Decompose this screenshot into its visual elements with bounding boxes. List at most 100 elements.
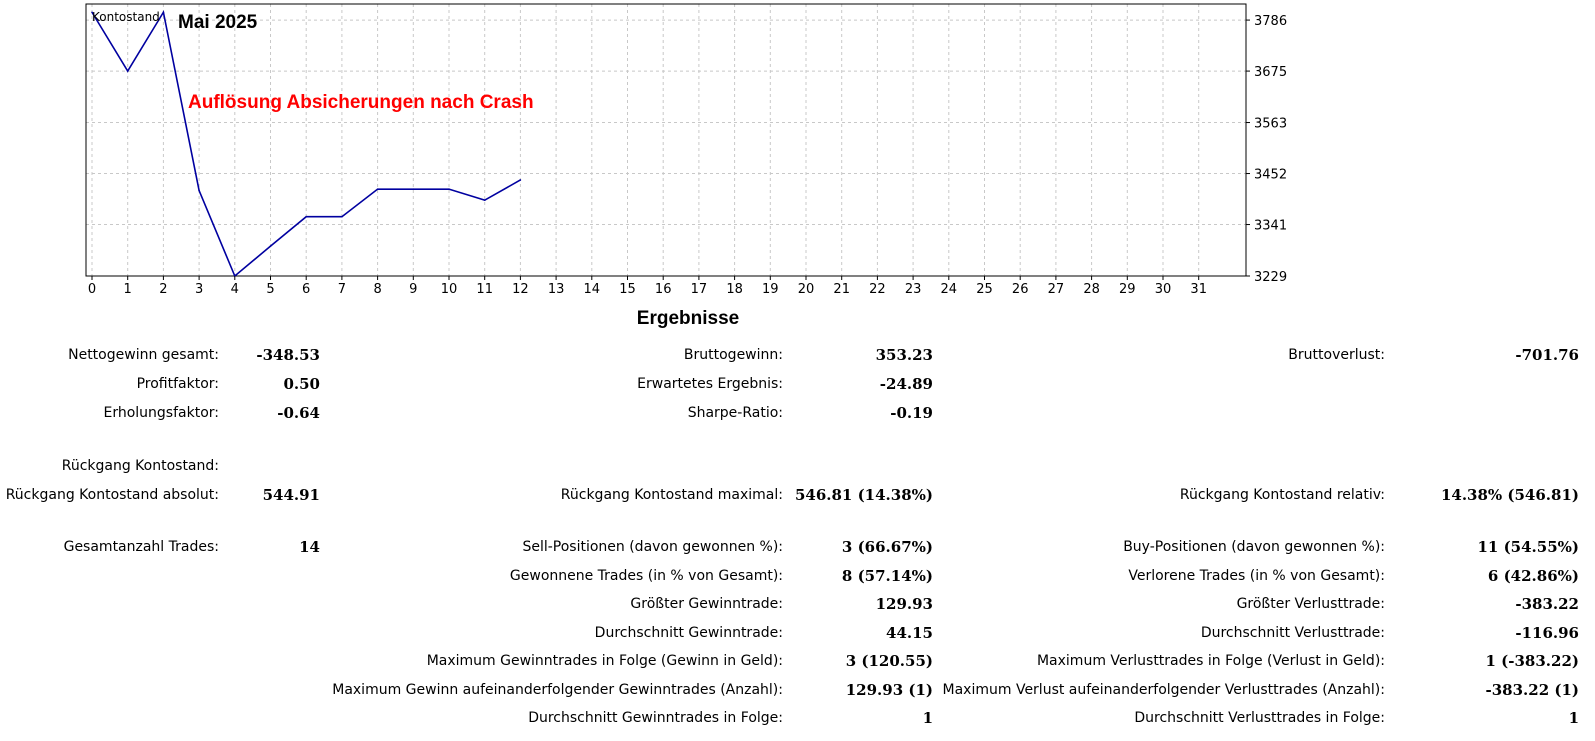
drawdown-relative-label: Rückgang Kontostand relativ: xyxy=(1179,487,1385,503)
x-tick-label: 21 xyxy=(833,282,850,297)
data-point xyxy=(126,70,129,72)
x-tick-label: 7 xyxy=(338,282,346,297)
max-consecutive-wins-value: 3 (120.55) xyxy=(845,652,933,670)
gross-profit-value: 353.23 xyxy=(875,346,933,364)
gross-loss-value: -701.76 xyxy=(1515,346,1579,364)
x-tick-label: 5 xyxy=(266,282,274,297)
data-point xyxy=(483,199,486,201)
drawdown-absolute-label: Rückgang Kontostand absolut: xyxy=(5,487,219,503)
x-tick-label: 11 xyxy=(476,282,493,297)
buy-positions-label: Buy-Positionen (davon gewonnen %): xyxy=(1123,539,1385,555)
gross-loss-label: Bruttoverlust: xyxy=(1288,347,1385,363)
avg-consecutive-wins-value: 1 xyxy=(922,709,933,727)
largest-loss-label: Größter Verlusttrade: xyxy=(1236,596,1385,612)
max-consecutive-wins-label: Maximum Gewinntrades in Folge (Gewinn in… xyxy=(426,653,783,669)
x-tick-label: 29 xyxy=(1119,282,1136,297)
y-tick-label: 3229 xyxy=(1254,270,1287,285)
x-tick-label: 4 xyxy=(231,282,239,297)
lost-trades-value: 6 (42.86%) xyxy=(1487,567,1579,585)
sell-positions-value: 3 (66.67%) xyxy=(841,538,933,556)
balance-chart: 0 1 2 3 4 5 6 7 8 9 10 11 12 13 14 15 16 17 18 19 20 21 22 23 24… xyxy=(85,3,1287,297)
buy-positions-value: 11 (54.55%) xyxy=(1477,538,1579,556)
avg-consecutive-losses-label: Durchschnitt Verlusttrades in Folge: xyxy=(1134,710,1385,726)
profit-factor-value: 0.50 xyxy=(283,375,320,393)
data-point xyxy=(412,188,415,190)
largest-loss-value: -383.22 xyxy=(1515,595,1579,613)
average-win-value: 44.15 xyxy=(886,624,933,642)
x-tick-label: 12 xyxy=(512,282,529,297)
largest-win-value: 129.93 xyxy=(875,595,933,613)
max-consecutive-losses-label: Maximum Verlusttrades in Folge (Verlust … xyxy=(1036,653,1385,669)
expected-payoff-value: -24.89 xyxy=(879,375,933,393)
x-tick-label: 8 xyxy=(373,282,381,297)
drawdown-header-label: Rückgang Kontostand: xyxy=(61,458,219,474)
x-tick-label: 1 xyxy=(124,282,132,297)
net-profit-label: Nettogewinn gesamt: xyxy=(68,347,219,363)
x-tick-label: 24 xyxy=(941,282,958,297)
drawdown-absolute-value: 544.91 xyxy=(262,486,320,504)
x-tick-label: 18 xyxy=(726,282,743,297)
x-tick-label: 27 xyxy=(1048,282,1065,297)
x-tick-label: 13 xyxy=(548,282,565,297)
x-tick-label: 15 xyxy=(619,282,636,297)
x-tick-label: 10 xyxy=(441,282,458,297)
y-tick-label: 3452 xyxy=(1254,168,1287,183)
x-tick-label: 14 xyxy=(584,282,601,297)
data-point xyxy=(305,215,308,218)
average-loss-value: -116.96 xyxy=(1515,624,1579,642)
y-tick-label: 3563 xyxy=(1254,117,1287,132)
y-tick-label: 3786 xyxy=(1254,14,1287,29)
x-tick-label: 23 xyxy=(905,282,922,297)
recovery-factor-value: -0.64 xyxy=(277,404,320,422)
x-tick-label: 0 xyxy=(88,282,96,297)
chart-annotation: Auflösung Absicherungen nach Crash xyxy=(188,92,534,113)
gross-profit-label: Bruttogewinn: xyxy=(683,347,783,363)
x-tick-label: 3 xyxy=(195,282,203,297)
x-tick-label: 2 xyxy=(159,282,167,297)
max-consecutive-profit-label: Maximum Gewinn aufeinanderfolgender Gewi… xyxy=(332,682,783,698)
total-trades-label: Gesamtanzahl Trades: xyxy=(63,539,219,555)
largest-win-label: Größter Gewinntrade: xyxy=(630,596,783,612)
max-consecutive-profit-value: 129.93 (1) xyxy=(845,681,933,699)
expected-payoff-label: Erwartetes Ergebnis: xyxy=(637,376,783,392)
average-win-label: Durchschnitt Gewinntrade: xyxy=(594,625,783,641)
results-title: Ergebnisse xyxy=(636,308,740,329)
data-point xyxy=(341,215,343,218)
x-tick-label: 17 xyxy=(691,282,708,297)
avg-consecutive-losses-value: 1 xyxy=(1568,709,1579,727)
net-profit-value: -348.53 xyxy=(256,346,320,364)
won-trades-value: 8 (57.14%) xyxy=(841,567,933,585)
data-point xyxy=(376,188,379,190)
data-point xyxy=(269,245,272,247)
x-tick-label: 19 xyxy=(762,282,779,297)
series-group xyxy=(91,10,522,278)
drawdown-maximal-label: Rückgang Kontostand maximal: xyxy=(560,487,783,503)
won-trades-label: Gewonnene Trades (in % von Gesamt): xyxy=(509,568,783,584)
x-tick-label: 20 xyxy=(798,282,815,297)
y-tick-label: 3341 xyxy=(1254,219,1287,234)
x-tick-label: 25 xyxy=(976,282,993,297)
recovery-factor-label: Erholungsfaktor: xyxy=(103,405,219,421)
drawdown-maximal-value: 546.81 (14.38%) xyxy=(794,486,933,504)
y-axis-ticks: 3229 3341 3452 3563 3675 3786 xyxy=(1246,14,1287,285)
data-point xyxy=(198,189,200,192)
x-tick-label: 26 xyxy=(1012,282,1029,297)
x-tick-label: 28 xyxy=(1083,282,1100,297)
max-consecutive-losses-value: 1 (-383.22) xyxy=(1485,652,1580,670)
data-point xyxy=(91,11,93,14)
sharpe-ratio-value: -0.19 xyxy=(890,404,933,422)
plot-frame xyxy=(85,3,1247,277)
lost-trades-label: Verlorene Trades (in % von Gesamt): xyxy=(1128,568,1385,584)
x-tick-label: 6 xyxy=(302,282,310,297)
chart-title: Mai 2025 xyxy=(178,12,258,33)
avg-consecutive-wins-label: Durchschnitt Gewinntrades in Folge: xyxy=(528,710,783,726)
y-tick-label: 3675 xyxy=(1254,65,1287,80)
x-tick-label: 22 xyxy=(869,282,886,297)
profit-factor-label: Profitfaktor: xyxy=(136,376,219,392)
total-trades-value: 14 xyxy=(299,538,320,556)
average-loss-label: Durchschnitt Verlusttrade: xyxy=(1200,625,1385,641)
chart-grid xyxy=(86,4,1246,277)
series-label: Kontostand xyxy=(92,10,160,24)
x-tick-label: 9 xyxy=(409,282,417,297)
drawdown-relative-value: 14.38% (546.81) xyxy=(1440,486,1579,504)
